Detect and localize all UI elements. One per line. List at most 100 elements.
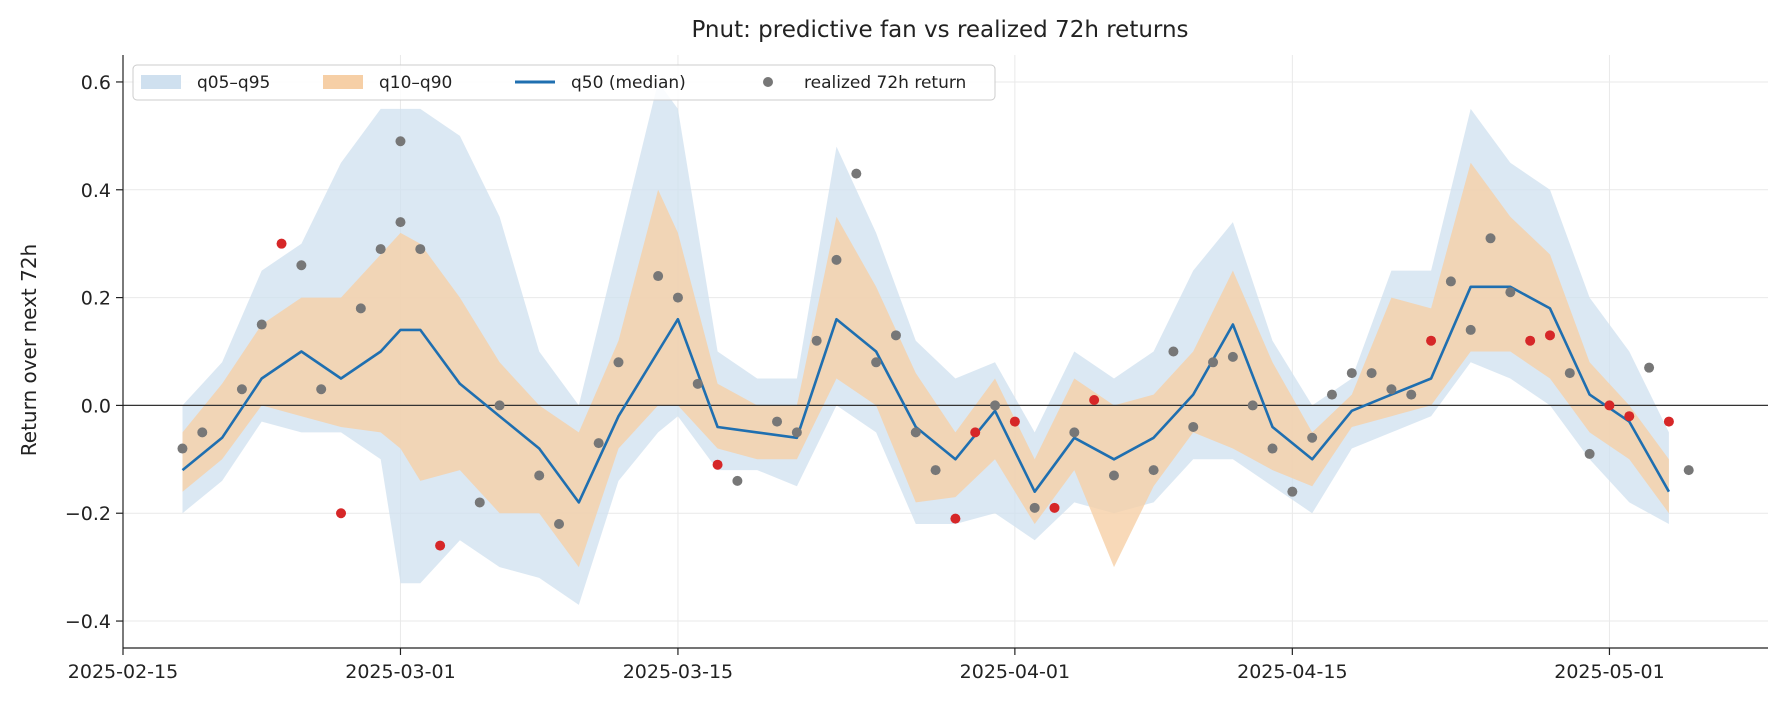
realized-point xyxy=(1683,465,1694,476)
x-tick-label: 2025-04-01 xyxy=(960,661,1070,683)
realized-point xyxy=(831,254,842,265)
realized-point xyxy=(871,357,882,368)
realized-point xyxy=(1148,465,1159,476)
realized-point xyxy=(930,465,941,476)
y-tick-label: 0.4 xyxy=(81,180,111,202)
realized-point xyxy=(256,319,267,330)
realized-point-outside xyxy=(1544,330,1555,341)
realized-point xyxy=(1505,287,1516,298)
realized-point-outside xyxy=(970,427,981,438)
median-line xyxy=(181,285,1671,504)
realized-point xyxy=(355,303,366,314)
realized-point xyxy=(1188,421,1199,432)
legend-swatch-point xyxy=(763,77,773,87)
realized-point xyxy=(1386,384,1397,395)
realized-point xyxy=(890,330,901,341)
legend: q05–q95 q10–q90 q50 (median) realized 72h r… xyxy=(132,64,996,101)
realized-point xyxy=(1445,276,1456,287)
realized-point xyxy=(197,427,208,438)
realized-point-outside xyxy=(1009,416,1020,427)
realized-point xyxy=(1267,443,1278,454)
realized-point xyxy=(1465,324,1476,335)
realized-point xyxy=(1326,389,1337,400)
realized-point xyxy=(772,416,783,427)
realized-point xyxy=(910,427,921,438)
axes: 2025-02-15 2025-03-01 2025-03-15 2025-04-01… xyxy=(65,55,1768,683)
realized-point xyxy=(1069,427,1080,438)
realized-point xyxy=(732,475,743,486)
realized-point xyxy=(791,427,802,438)
realized-point xyxy=(613,357,624,368)
realized-point xyxy=(1584,448,1595,459)
plot-area xyxy=(122,55,1768,648)
realized-point xyxy=(593,438,604,449)
legend-label: realized 72h return xyxy=(804,73,966,93)
realized-point xyxy=(990,400,1001,411)
legend-label: q10–q90 xyxy=(379,73,452,93)
realized-point xyxy=(296,260,307,271)
realized-point xyxy=(1247,400,1258,411)
realized-point xyxy=(534,470,545,481)
realized-point xyxy=(1485,233,1496,244)
realized-point xyxy=(851,168,862,179)
x-tick-label: 2025-02-15 xyxy=(68,661,178,683)
realized-point-outside xyxy=(276,238,287,249)
realized-point xyxy=(1227,351,1238,362)
y-tick-label: −0.2 xyxy=(65,503,111,525)
realized-point xyxy=(474,497,485,508)
realized-point-outside xyxy=(435,540,446,551)
x-tick-label: 2025-05-01 xyxy=(1554,661,1664,683)
realized-point-outside xyxy=(1426,335,1437,346)
realized-point xyxy=(236,384,247,395)
realized-point xyxy=(494,400,505,411)
y-tick-label: 0.2 xyxy=(81,288,111,310)
realized-point-outside xyxy=(950,513,961,524)
realized-point xyxy=(1564,368,1575,379)
x-tick-label: 2025-04-15 xyxy=(1237,661,1347,683)
realized-point-outside xyxy=(1663,416,1674,427)
realized-point xyxy=(653,271,664,282)
realized-point xyxy=(1366,368,1377,379)
realized-point-outside xyxy=(1624,411,1635,422)
x-tick-label: 2025-03-01 xyxy=(345,661,455,683)
realized-point-outside xyxy=(336,508,347,519)
legend-swatch-band xyxy=(323,75,363,89)
realized-point-outside xyxy=(1049,502,1060,513)
realized-point-outside xyxy=(1604,400,1615,411)
y-tick-label: 0.0 xyxy=(81,395,111,417)
realized-point xyxy=(375,244,386,255)
realized-point xyxy=(395,136,406,147)
realized-point xyxy=(316,384,327,395)
realized-point xyxy=(692,378,703,389)
realized-point xyxy=(177,443,188,454)
realized-point xyxy=(1168,346,1179,357)
realized-point-outside xyxy=(1525,335,1536,346)
realized-point xyxy=(1346,368,1357,379)
legend-frame xyxy=(132,64,996,101)
chart-title: Pnut: predictive fan vs realized 72h ret… xyxy=(691,17,1188,43)
realized-point xyxy=(1287,486,1298,497)
y-axis-label: Return over next 72h xyxy=(17,244,41,456)
realized-point xyxy=(811,335,822,346)
realized-point xyxy=(1208,357,1219,368)
x-tick-label: 2025-03-15 xyxy=(623,661,733,683)
band-q10-q90 xyxy=(182,162,1669,568)
realized-point xyxy=(1108,470,1119,481)
realized-point-outside xyxy=(1089,395,1100,406)
realized-point xyxy=(1644,362,1655,373)
realized-point xyxy=(395,217,406,228)
legend-label: q05–q95 xyxy=(197,73,270,93)
realized-point xyxy=(1307,432,1318,443)
realized-point-outside xyxy=(712,459,723,470)
realized-point xyxy=(554,519,565,530)
y-tick-label: 0.6 xyxy=(81,72,111,94)
legend-swatch-band xyxy=(141,75,181,89)
y-tick-label: −0.4 xyxy=(65,611,111,633)
legend-label: q50 (median) xyxy=(571,73,686,93)
realized-point xyxy=(415,244,426,255)
realized-point xyxy=(672,292,683,303)
realized-point xyxy=(1029,502,1040,513)
realized-point xyxy=(1406,389,1417,400)
